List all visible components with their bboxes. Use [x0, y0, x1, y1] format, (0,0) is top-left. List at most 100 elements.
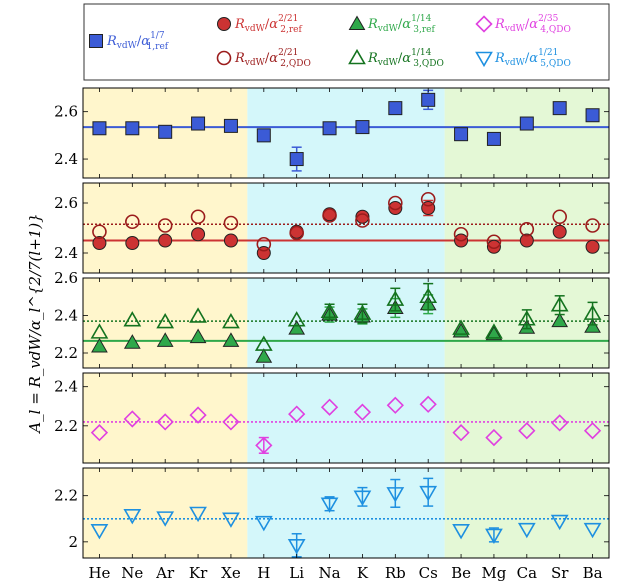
legend-label-part: R — [234, 51, 245, 66]
legend-label-part: 3,QDO — [413, 59, 444, 69]
data-point — [189, 506, 207, 523]
legend-label-part: α — [529, 17, 538, 32]
data-point — [320, 497, 339, 513]
data-point — [123, 410, 141, 428]
data-point — [156, 511, 175, 527]
legend-label-part: 1/14 — [411, 48, 431, 58]
data-point — [254, 335, 273, 351]
group-background — [444, 88, 609, 178]
x-tick-label: Be — [451, 564, 471, 582]
legend-label: RvdW/α2/21 2,QDO — [234, 48, 311, 69]
data-point — [222, 332, 240, 347]
legend-entry: RvdW/α2/35 4,QDO — [475, 14, 571, 35]
y-tick-label: 2.2 — [54, 344, 78, 362]
y-tick-label: 2.6 — [54, 194, 78, 212]
group-background — [444, 183, 609, 273]
data-point — [91, 337, 108, 353]
data-point — [583, 422, 602, 440]
data-point — [583, 522, 602, 539]
group-background — [247, 278, 445, 368]
x-tick-label: Na — [319, 564, 341, 582]
legend-label-part: / — [525, 51, 530, 66]
group-background — [444, 468, 609, 558]
legend-label-part: vdW — [504, 24, 526, 34]
legend-label-part: vdW — [504, 58, 526, 68]
data-point — [355, 120, 370, 135]
x-tick-label: Ar — [155, 564, 175, 582]
group-background — [83, 373, 248, 463]
legend-entry: RvdW/α1/21 5,QDO — [475, 48, 571, 69]
series-e-0 — [90, 477, 602, 558]
data-point — [485, 428, 503, 447]
data-point — [355, 209, 370, 224]
data-point — [519, 221, 535, 237]
x-tick-label: Xe — [221, 564, 241, 582]
legend-label-part: / — [398, 51, 403, 66]
data-point — [287, 311, 306, 327]
legend-label-part: 3,ref — [413, 25, 435, 35]
data-point — [386, 396, 404, 414]
data-point — [583, 304, 602, 320]
data-point — [452, 524, 470, 540]
data-point — [550, 514, 569, 531]
legend-entry: RvdW/α1/14 3,QDO — [348, 48, 444, 69]
legend-label-part: vdW — [377, 58, 399, 68]
data-point — [386, 487, 405, 503]
x-tick-label: H — [257, 564, 270, 582]
data-point — [452, 319, 470, 335]
data-point — [123, 311, 142, 327]
legend-box — [83, 3, 610, 81]
data-point — [453, 226, 469, 242]
data-point — [90, 424, 109, 442]
y-axis-label: A_l = R_vdW/α_l^{2/7(l+1)} — [26, 213, 44, 434]
data-point — [254, 515, 273, 532]
legend-label-part: α — [269, 51, 278, 66]
panel-c: 2.2 2.4 2.6 — [54, 269, 610, 369]
group-background — [247, 88, 445, 178]
data-point — [289, 152, 304, 167]
legend-label-part: 2/21 — [278, 48, 298, 58]
data-point — [353, 490, 372, 506]
legend-label-part: 2,ref — [280, 25, 302, 35]
data-point — [551, 312, 569, 328]
data-point — [287, 539, 306, 555]
x-tick-label: Kr — [189, 564, 208, 582]
x-tick-label: Li — [289, 564, 304, 582]
data-point — [486, 234, 502, 250]
legend-label-part: 1/21 — [538, 48, 558, 58]
data-point — [388, 195, 403, 211]
group-background — [247, 183, 445, 273]
legend-label-part: / — [137, 34, 142, 49]
legend-marker — [216, 50, 232, 66]
panel-frame — [82, 467, 610, 559]
data-point — [322, 121, 337, 136]
legend-label-part: 4,QDO — [540, 25, 571, 35]
group-background — [247, 468, 445, 558]
data-point — [90, 524, 109, 540]
panel-e: 22.2 — [54, 467, 610, 559]
data-point — [158, 124, 173, 139]
data-point — [255, 436, 273, 455]
x-tick-label: Rb — [385, 564, 406, 582]
panel-d: 2.2 2.4 — [54, 372, 610, 464]
data-point — [419, 395, 437, 413]
data-point — [584, 318, 601, 333]
data-point — [552, 101, 567, 116]
data-point — [156, 413, 174, 431]
data-point — [92, 224, 107, 240]
series-c-1 — [90, 282, 602, 351]
data-point — [420, 191, 436, 207]
data-point — [123, 334, 141, 349]
panel-frame — [82, 182, 610, 274]
legend-label: RvdW/α1/7 1,ref — [106, 31, 169, 52]
data-point — [419, 287, 438, 304]
legend-label-part: R — [106, 34, 117, 49]
data-point — [388, 101, 403, 116]
data-point — [585, 218, 600, 233]
data-point — [189, 328, 207, 344]
data-point — [191, 116, 206, 131]
legend-label-part: α — [269, 17, 278, 32]
y-tick-label: 2.6 — [54, 269, 78, 287]
y-tick-label: 2.2 — [54, 417, 78, 435]
